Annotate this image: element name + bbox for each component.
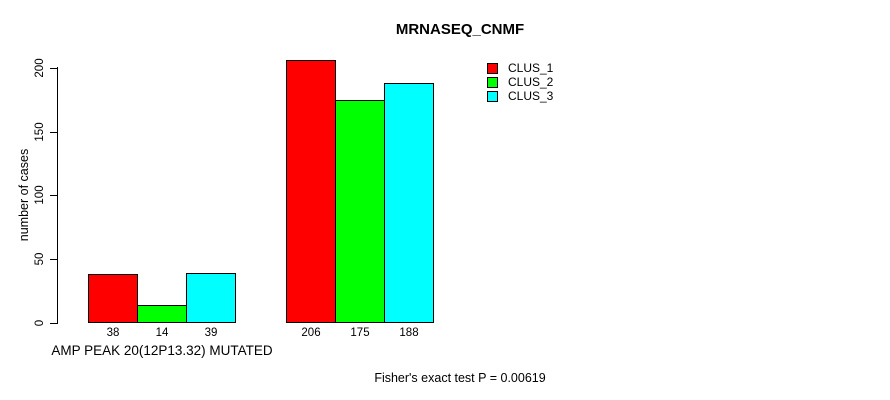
y-tick-mark bbox=[50, 67, 57, 69]
bar-value-label: 14 bbox=[155, 327, 169, 339]
legend: CLUS_1 CLUS_2 CLUS_3 bbox=[487, 61, 554, 103]
y-axis-label: number of cases bbox=[17, 148, 31, 242]
y-tick-label: 50 bbox=[34, 252, 46, 266]
chart-title: MRNASEQ_CNMF bbox=[395, 21, 525, 38]
bar-clus_1 bbox=[88, 274, 138, 323]
bar-value-label: 206 bbox=[301, 327, 321, 339]
y-tick-label: 200 bbox=[34, 58, 46, 78]
bar-clus_3 bbox=[186, 273, 236, 323]
legend-item-clus_3: CLUS_3 bbox=[487, 89, 554, 103]
bar-value-label: 39 bbox=[204, 327, 218, 339]
bar-value-label: 188 bbox=[399, 327, 419, 339]
legend-label: CLUS_3 bbox=[508, 89, 554, 103]
legend-swatch-clus_2 bbox=[487, 77, 498, 88]
y-tick-label: 150 bbox=[34, 121, 46, 142]
legend-swatch-clus_1 bbox=[487, 63, 498, 74]
bar-value-label: 38 bbox=[106, 327, 120, 339]
bar-value-label: 175 bbox=[350, 327, 370, 339]
legend-swatch-clus_3 bbox=[487, 91, 498, 102]
bar-clus_3 bbox=[384, 83, 434, 323]
y-tick-mark bbox=[50, 323, 57, 324]
y-tick-mark bbox=[50, 131, 57, 133]
bar-clus_1 bbox=[286, 60, 336, 323]
y-tick-label: 0 bbox=[34, 319, 46, 327]
y-tick-label: 100 bbox=[34, 185, 46, 205]
footnote-fisher-test: Fisher's exact test P = 0.00619 bbox=[374, 371, 546, 385]
legend-label: CLUS_2 bbox=[508, 75, 554, 89]
legend-item-clus_2: CLUS_2 bbox=[487, 75, 554, 89]
y-tick-mark bbox=[50, 259, 57, 261]
legend-label: CLUS_1 bbox=[508, 61, 554, 75]
y-tick-mark bbox=[50, 195, 57, 197]
legend-item-clus_1: CLUS_1 bbox=[487, 61, 554, 75]
group-axis-label: AMP PEAK 20(12P13.32) MUTATED bbox=[51, 343, 273, 358]
y-axis-line bbox=[57, 67, 58, 324]
bar-clus_2 bbox=[335, 100, 385, 323]
bar-clus_2 bbox=[137, 305, 187, 323]
